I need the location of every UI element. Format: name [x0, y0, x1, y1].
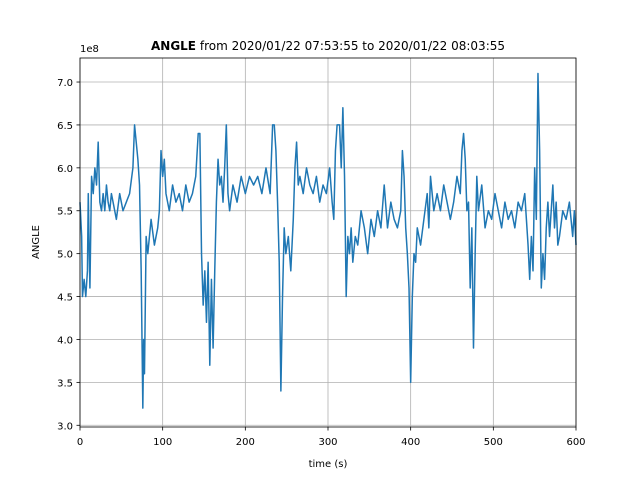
y-axis-label: ANGLE: [31, 225, 42, 259]
x-tick-label: 100: [153, 437, 172, 448]
y-tick-label: 5.0: [57, 250, 73, 261]
offset-label: 1e8: [80, 44, 99, 55]
y-tick-label: 6.0: [57, 164, 73, 175]
x-tick-label: 500: [484, 437, 503, 448]
y-tick-label: 6.5: [57, 121, 73, 132]
x-tick-label: 0: [77, 437, 83, 448]
y-tick-label: 3.5: [57, 378, 73, 389]
x-tick-label: 600: [566, 437, 585, 448]
y-tick-label: 4.0: [57, 335, 73, 346]
x-axis-label: time (s): [309, 459, 348, 470]
y-tick-label: 4.5: [57, 293, 73, 304]
title-rest: from 2020/01/22 07:53:55 to 2020/01/22 0…: [200, 39, 505, 53]
x-tick-label: 400: [401, 437, 420, 448]
title-bold: ANGLE: [151, 39, 196, 53]
y-tick-label: 5.5: [57, 207, 73, 218]
plot-frame: [79, 57, 577, 428]
y-tick-label: 3.0: [57, 421, 73, 432]
y-tick-label: 7.0: [57, 78, 73, 89]
x-tick-label: 200: [236, 437, 255, 448]
data-line: [79, 72, 577, 409]
chart-title: ANGLE from 2020/01/22 07:53:55 to 2020/0…: [151, 39, 505, 53]
x-tick-label: 300: [318, 437, 337, 448]
